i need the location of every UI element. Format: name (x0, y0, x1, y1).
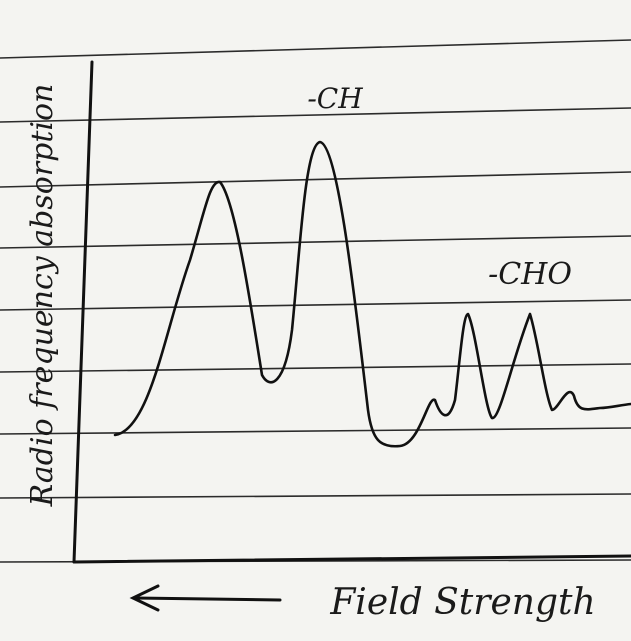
peak-label: -CH (307, 82, 363, 115)
x-axis-label: Field Strength (329, 582, 595, 623)
x-axis (72, 554, 631, 564)
direction-arrow (129, 584, 282, 612)
ruled-line (0, 107, 631, 123)
spectrum-curve (113, 140, 631, 448)
arrow-head (129, 584, 160, 612)
arrow-shaft (133, 596, 282, 602)
ruled-line (0, 427, 631, 435)
ruled-line (0, 299, 631, 311)
ruled-line (0, 493, 631, 499)
ruled-line (0, 235, 631, 249)
ruled-line (0, 363, 631, 373)
ruled-line (0, 171, 631, 188)
axes (72, 60, 631, 564)
y-axis (72, 60, 94, 564)
peak-label: -CHO (488, 257, 572, 292)
ruled-line (0, 39, 631, 59)
y-axis-label: Radio frequency absorption (25, 84, 60, 508)
